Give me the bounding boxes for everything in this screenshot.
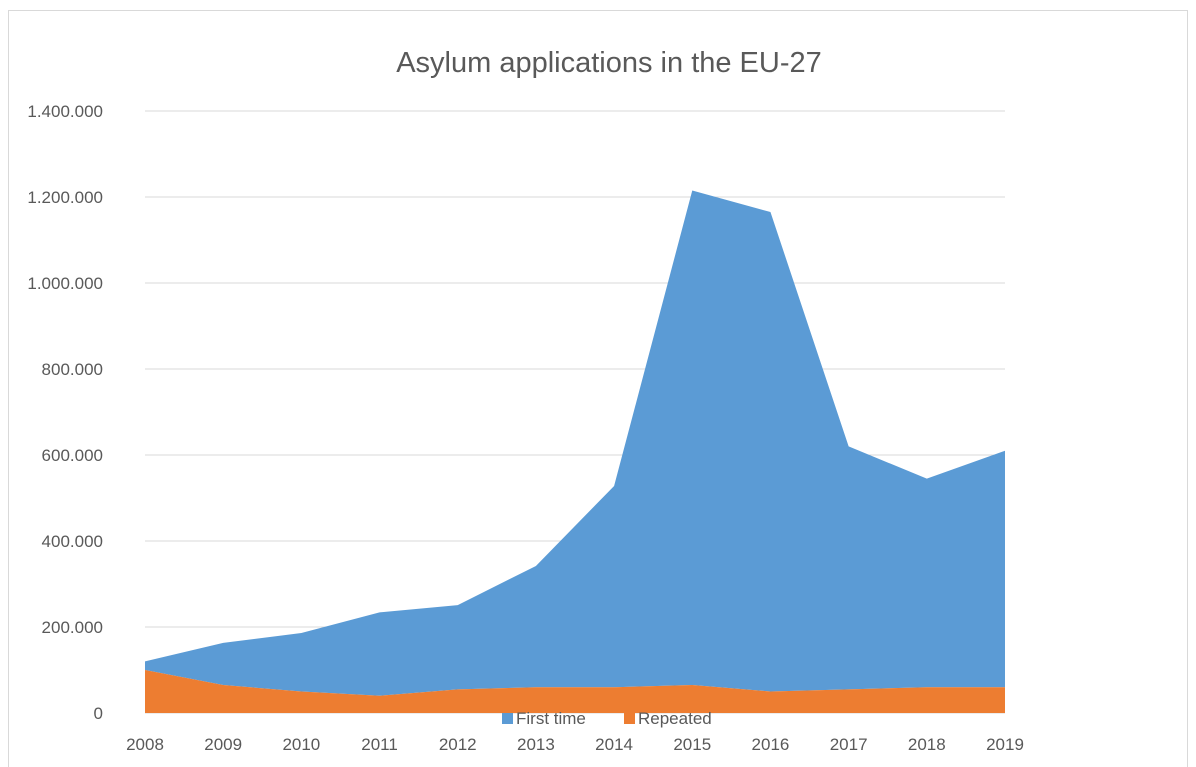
- y-tick-label: 400.000: [42, 532, 103, 551]
- y-tick-label: 1.200.000: [27, 188, 103, 207]
- y-tick-label: 200.000: [42, 618, 103, 637]
- area-repeated: [145, 670, 1005, 713]
- legend-swatch: [502, 713, 513, 724]
- x-tick-label: 2009: [204, 735, 242, 754]
- y-tick-label: 1.400.000: [27, 102, 103, 121]
- x-tick-label: 2011: [361, 735, 398, 754]
- area-series: [145, 190, 1005, 713]
- x-axis-ticks: 2008 2009 2010 2011 2012 2013 2014 2015 2016 2017…: [126, 735, 1024, 754]
- x-tick-label: 2016: [752, 735, 790, 754]
- legend-label: Repeated: [638, 709, 712, 728]
- area-first-time: [145, 190, 1005, 696]
- x-tick-label: 2015: [673, 735, 711, 754]
- x-tick-label: 2008: [126, 735, 164, 754]
- x-tick-label: 2019: [986, 735, 1024, 754]
- y-axis-ticks: 0 200.000 400.000 600.000 800.000 1.000.000 1.…: [27, 102, 103, 723]
- x-tick-label: 2014: [595, 735, 633, 754]
- y-tick-label: 1.000.000: [27, 274, 103, 293]
- y-tick-label: 0: [94, 704, 103, 723]
- x-tick-label: 2010: [282, 735, 320, 754]
- x-tick-label: 2017: [830, 735, 868, 754]
- legend-swatch: [624, 713, 635, 724]
- legend-label: First time: [516, 709, 586, 728]
- legend: First time Repeated: [502, 709, 712, 728]
- x-tick-label: 2012: [439, 735, 477, 754]
- y-tick-label: 800.000: [42, 360, 103, 379]
- chart-title: Asylum applications in the EU-27: [396, 47, 822, 79]
- x-tick-label: 2018: [908, 735, 946, 754]
- y-tick-label: 600.000: [42, 446, 103, 465]
- x-tick-label: 2013: [517, 735, 555, 754]
